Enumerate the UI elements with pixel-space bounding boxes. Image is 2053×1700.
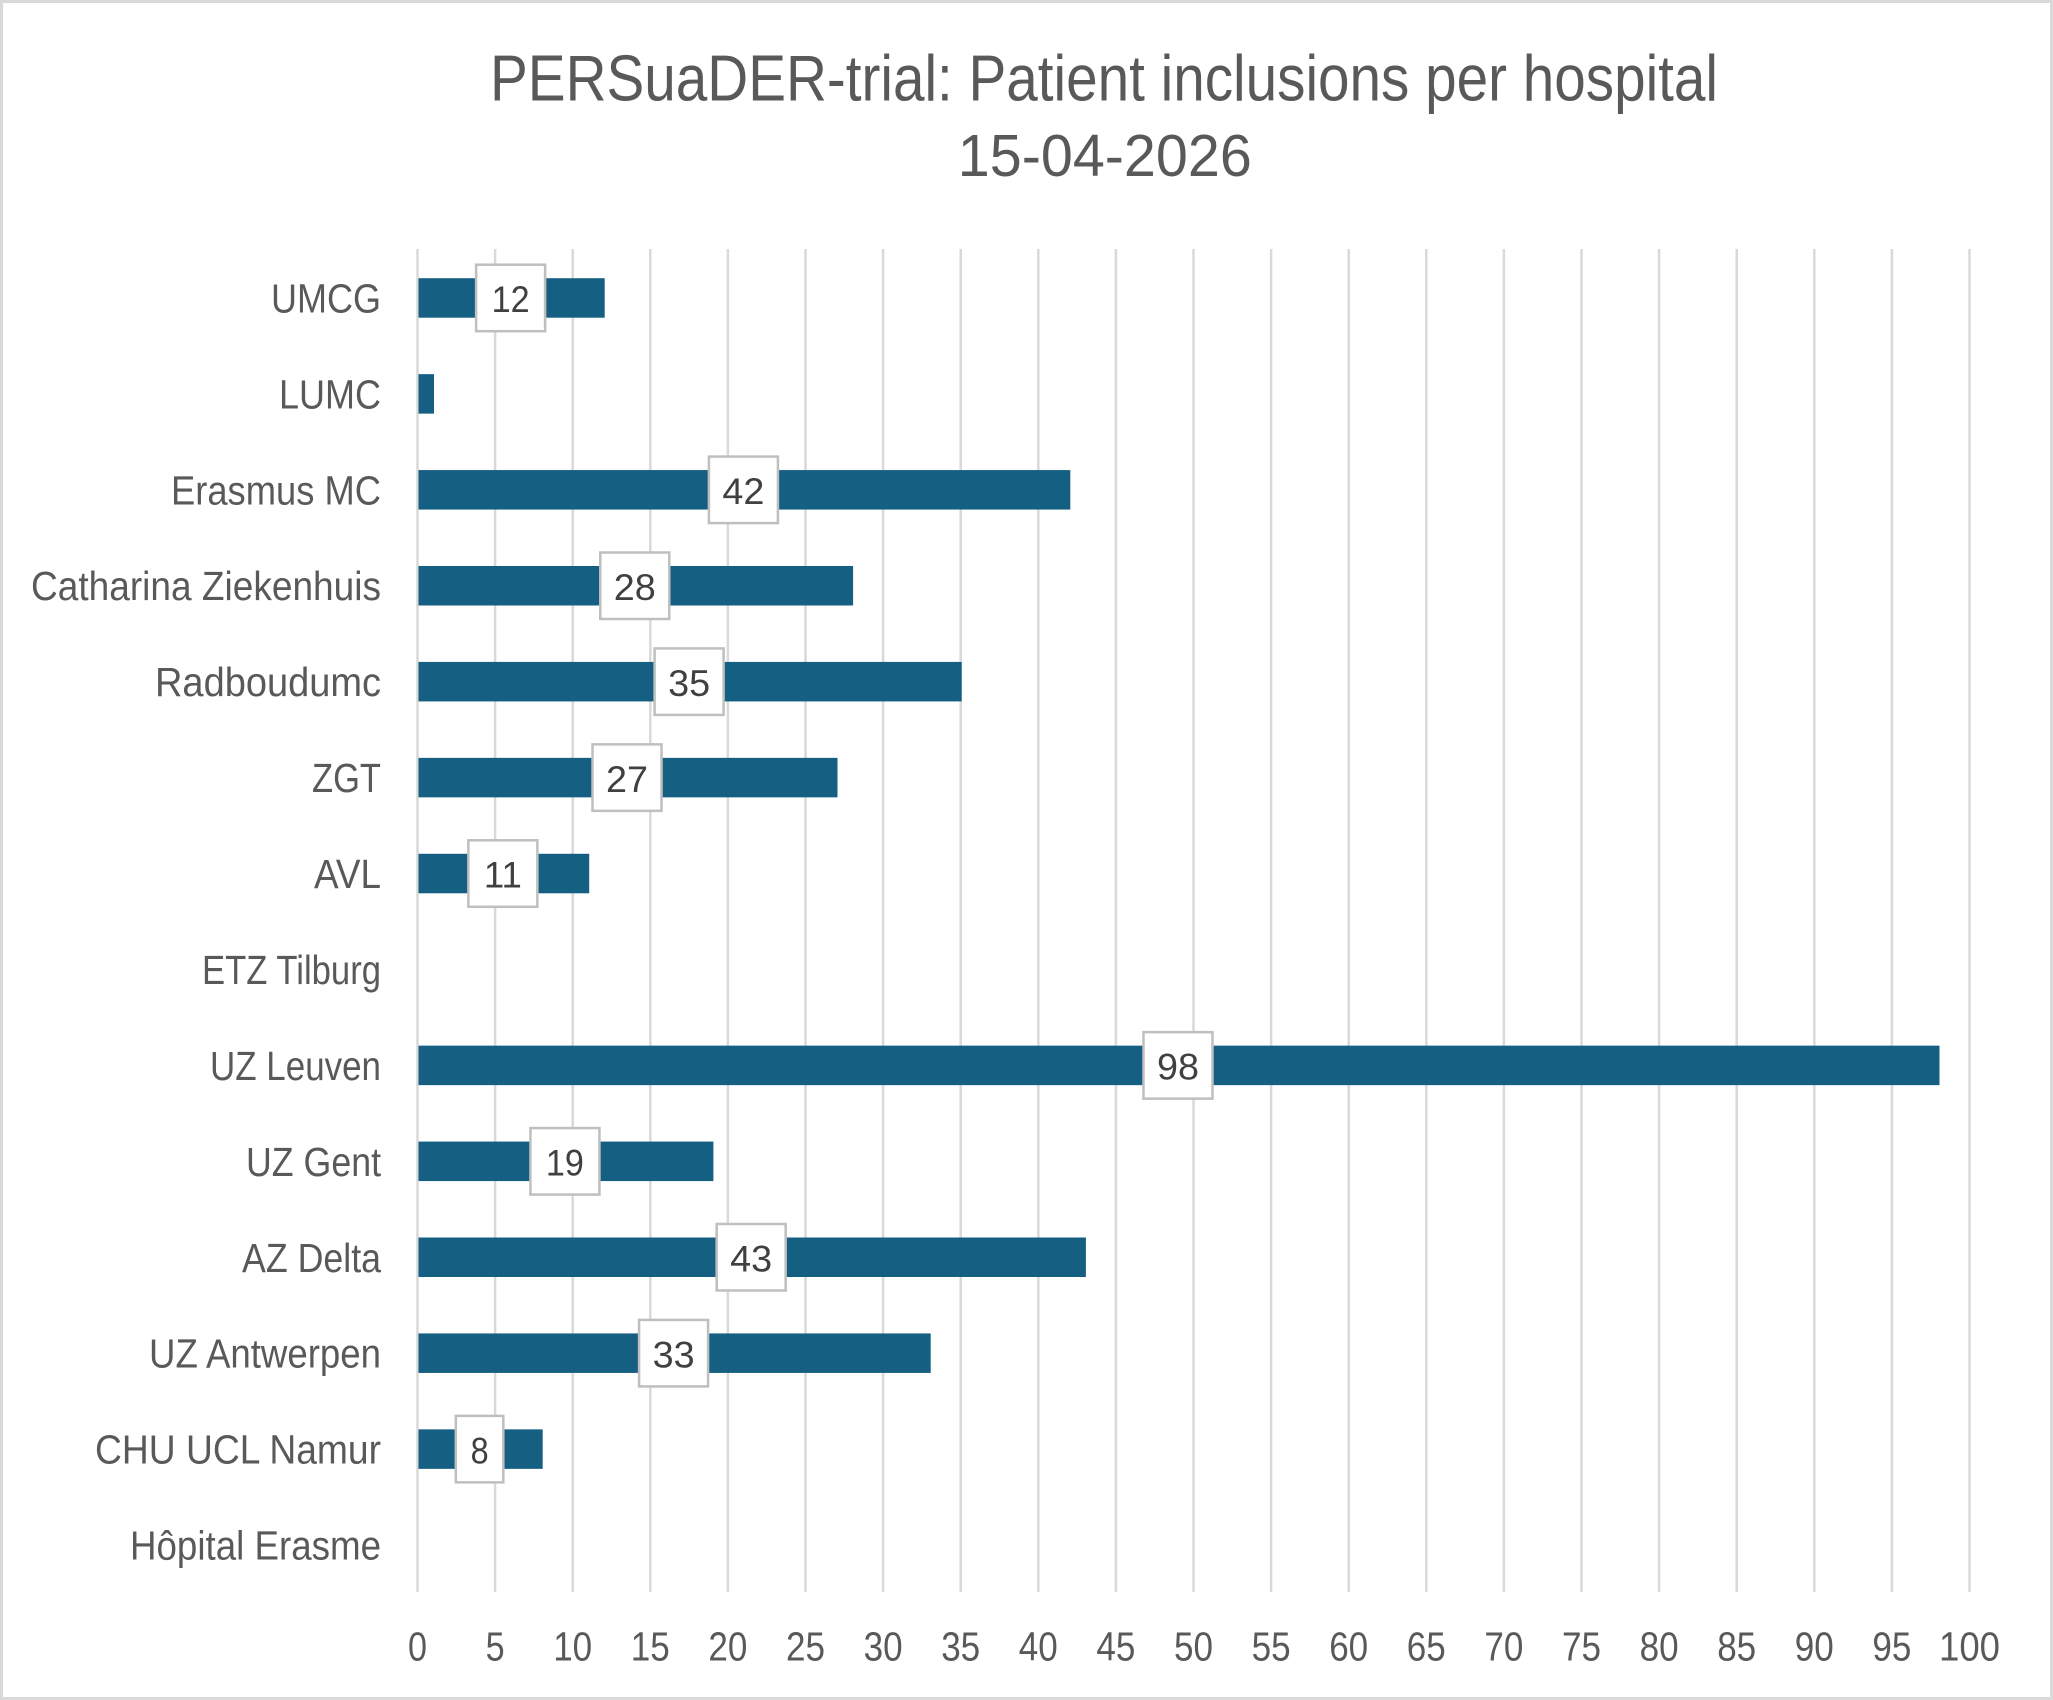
svg-text:25: 25 <box>786 1623 825 1669</box>
svg-text:5: 5 <box>486 1623 505 1669</box>
svg-text:28: 28 <box>614 567 656 608</box>
svg-text:40: 40 <box>1019 1623 1058 1669</box>
svg-text:Hôpital Erasme: Hôpital Erasme <box>130 1523 381 1569</box>
svg-text:AZ Delta: AZ Delta <box>242 1235 381 1281</box>
svg-text:45: 45 <box>1096 1623 1135 1669</box>
svg-text:0: 0 <box>408 1623 427 1669</box>
svg-text:Erasmus MC: Erasmus MC <box>171 467 381 513</box>
svg-text:Catharina Ziekenhuis: Catharina Ziekenhuis <box>31 563 381 609</box>
svg-text:42: 42 <box>722 471 764 512</box>
svg-text:85: 85 <box>1717 1623 1756 1669</box>
svg-text:100: 100 <box>1939 1623 2000 1669</box>
svg-text:65: 65 <box>1407 1623 1446 1669</box>
svg-text:55: 55 <box>1252 1623 1291 1669</box>
svg-text:95: 95 <box>1872 1623 1911 1669</box>
svg-text:98: 98 <box>1157 1047 1199 1088</box>
svg-text:UZ Leuven: UZ Leuven <box>210 1043 381 1089</box>
svg-text:30: 30 <box>864 1623 903 1669</box>
svg-text:CHU UCL Namur: CHU UCL Namur <box>95 1427 381 1473</box>
svg-text:60: 60 <box>1329 1623 1368 1669</box>
svg-text:80: 80 <box>1640 1623 1679 1669</box>
svg-text:43: 43 <box>730 1239 772 1280</box>
svg-text:AVL: AVL <box>314 851 381 897</box>
svg-text:ETZ Tilburg: ETZ Tilburg <box>202 947 381 993</box>
svg-text:UZ Gent: UZ Gent <box>246 1139 382 1185</box>
svg-text:75: 75 <box>1562 1623 1601 1669</box>
svg-text:35: 35 <box>941 1623 980 1669</box>
svg-text:20: 20 <box>708 1623 747 1669</box>
svg-text:35: 35 <box>668 663 710 704</box>
svg-text:70: 70 <box>1484 1623 1523 1669</box>
svg-text:11: 11 <box>484 855 522 896</box>
svg-text:27: 27 <box>606 759 648 800</box>
svg-text:10: 10 <box>553 1623 592 1669</box>
svg-text:15-04-2026: 15-04-2026 <box>958 123 1252 189</box>
svg-text:15: 15 <box>631 1623 670 1669</box>
svg-text:12: 12 <box>492 279 530 320</box>
svg-text:PERSuaDER-trial: Patient inclu: PERSuaDER-trial: Patient inclusions per … <box>490 42 1718 115</box>
svg-text:19: 19 <box>546 1143 584 1184</box>
svg-text:UMCG: UMCG <box>271 276 381 322</box>
svg-text:50: 50 <box>1174 1623 1213 1669</box>
svg-text:Radboudumc: Radboudumc <box>155 659 381 705</box>
svg-text:8: 8 <box>471 1430 489 1471</box>
svg-text:ZGT: ZGT <box>312 755 381 801</box>
svg-text:33: 33 <box>653 1334 695 1375</box>
svg-text:LUMC: LUMC <box>279 371 381 417</box>
svg-text:UZ Antwerpen: UZ Antwerpen <box>149 1331 381 1377</box>
svg-text:90: 90 <box>1795 1623 1834 1669</box>
